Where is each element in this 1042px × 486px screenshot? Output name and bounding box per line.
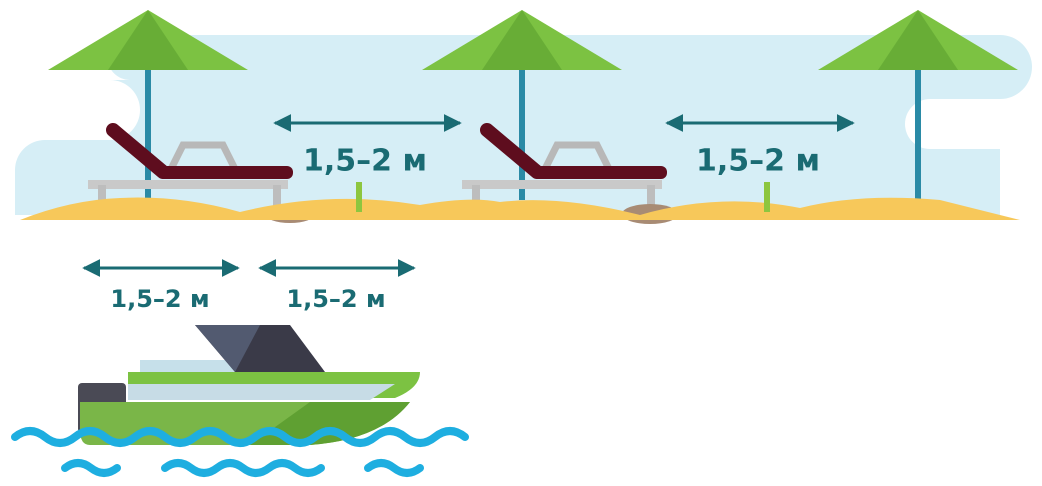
distance-label: 1,5–2 м xyxy=(110,285,209,313)
beach-scene: 1,5–2 м 1,5–2 м xyxy=(15,10,1032,224)
wave xyxy=(161,459,325,477)
wave xyxy=(11,427,469,447)
distance-label: 1,5–2 м xyxy=(286,285,385,313)
boat-scene: 1,5–2 м 1,5–2 м xyxy=(11,259,469,477)
distance-label: 1,5–2 м xyxy=(303,144,427,179)
wave xyxy=(364,459,424,477)
wave xyxy=(61,459,121,477)
distance-label: 1,5–2 м xyxy=(696,144,820,179)
sand xyxy=(20,197,1020,220)
